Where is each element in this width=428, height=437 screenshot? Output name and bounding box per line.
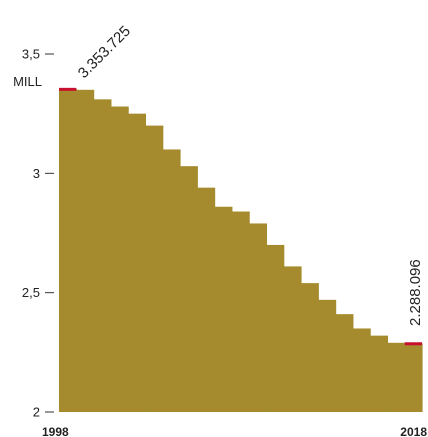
y-tick-label: 2: [33, 405, 40, 420]
bar-1999: [76, 89, 95, 413]
bar-1998: [59, 88, 77, 412]
highlight-markers: [59, 87, 422, 346]
bar-2014: [335, 314, 354, 412]
bar-2018: [404, 343, 423, 412]
value-label-first: 3.353.725: [75, 23, 134, 82]
bar-2004: [162, 149, 181, 412]
highlight-first-bar: [59, 87, 77, 91]
bar-2008: [231, 211, 250, 412]
bar-2007: [214, 206, 233, 412]
bar-2005: [180, 166, 198, 412]
value-label-last: 2.288.096: [407, 259, 424, 326]
y-axis: 2 2,5 3 3,5: [22, 47, 54, 420]
bar-2009: [249, 223, 268, 412]
bar-2006: [197, 187, 216, 412]
y-tick-label: 3,5: [22, 47, 40, 62]
x-tick-label-first: 1998: [42, 425, 69, 437]
bar-2001: [110, 106, 129, 412]
bar-2012: [301, 283, 319, 412]
bar-2003: [145, 125, 164, 412]
bars-group: [59, 88, 423, 413]
bar-2000: [93, 99, 112, 412]
bar-2016: [370, 335, 389, 412]
highlight-last-bar: [404, 342, 422, 346]
bar-2013: [318, 299, 337, 412]
bar-2015: [352, 328, 371, 412]
bar-2010: [266, 244, 285, 412]
bar-2017: [387, 342, 406, 412]
y-unit-label: MILL: [13, 74, 42, 89]
bar-2002: [128, 113, 147, 413]
x-tick-label-last: 2018: [400, 425, 427, 437]
bar-2011: [283, 266, 302, 412]
y-tick-label: 2,5: [22, 285, 40, 300]
y-tick-label: 3: [33, 166, 40, 181]
